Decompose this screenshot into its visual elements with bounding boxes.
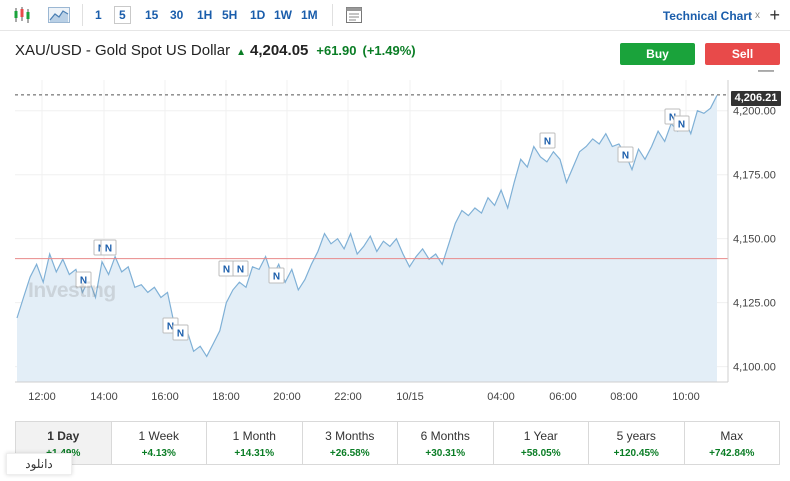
period-change: +30.31% (425, 448, 466, 459)
timeframe-5[interactable]: 5 (114, 6, 131, 24)
candlestick-icon[interactable] (12, 5, 32, 25)
period-tab-max[interactable]: Max +742.84% (684, 422, 779, 464)
period-change: +14.31% (234, 448, 275, 459)
close-icon[interactable]: x (755, 10, 760, 21)
x-tick-label: 04:00 (487, 391, 515, 403)
sell-button[interactable]: Sell (705, 43, 780, 65)
period-label: 1 Week (138, 429, 179, 443)
price-change: +61.90 (316, 43, 357, 58)
period-change: +742.84% (709, 448, 755, 459)
period-label: 1 Day (47, 429, 80, 443)
timeframe-1h[interactable]: 1H (197, 8, 213, 22)
news-marker[interactable]: N (218, 260, 235, 277)
news-marker[interactable]: N (673, 115, 690, 132)
download-button[interactable]: دانلود (6, 453, 72, 475)
minimize-icon[interactable]: — (758, 62, 774, 79)
svg-text:N: N (273, 272, 280, 283)
price-area-fill (17, 95, 717, 383)
news-marker[interactable]: N (539, 132, 556, 149)
calendar-icon[interactable] (344, 5, 364, 25)
plus-icon[interactable]: + (769, 5, 780, 25)
x-tick-label: 10/15 (396, 391, 424, 403)
price-line (16, 95, 718, 358)
timeframe-1d[interactable]: 1D (250, 8, 266, 22)
svg-text:N: N (622, 151, 629, 162)
toolbar-separator (82, 4, 83, 26)
news-marker[interactable]: N (268, 267, 285, 284)
last-price-tag: 4,206.21 (731, 91, 781, 106)
svg-text:N: N (544, 137, 551, 148)
x-tick-label: 18:00 (212, 391, 240, 403)
x-tick-label: 12:00 (28, 391, 56, 403)
x-tick-label: 20:00 (273, 391, 301, 403)
timeframe-1[interactable]: 1 (95, 8, 102, 22)
timeframe-1w[interactable]: 1W (274, 8, 292, 22)
x-tick-label: 06:00 (549, 391, 577, 403)
period-label: Max (720, 429, 744, 443)
svg-text:N: N (167, 322, 174, 333)
x-tick-label: 08:00 (610, 391, 638, 403)
buy-button[interactable]: Buy (620, 43, 695, 65)
technical-chart-link[interactable]: Technical Chart (662, 9, 752, 23)
timeframe-15[interactable]: 15 (145, 8, 159, 22)
y-tick-label: 4,175.00 (733, 170, 776, 182)
y-tick-label: 4,125.00 (733, 298, 776, 310)
svg-text:N: N (80, 276, 87, 287)
period-label: 5 years (616, 429, 656, 443)
svg-text:N: N (177, 329, 184, 340)
chart-toolbar: 1 5 15 30 1H 5H 1D 1W 1M Technical Chart… (0, 0, 790, 31)
price-chart[interactable]: NNNNNNNNNNNN 4,200.004,175.004,150.004,1… (0, 80, 790, 415)
y-tick-label: 4,100.00 (733, 362, 776, 374)
period-label: 1 Year (523, 429, 558, 443)
period-label: 1 Month (232, 429, 276, 443)
svg-text:N: N (237, 265, 244, 276)
y-tick-label: 4,150.00 (733, 234, 776, 246)
instrument-header: XAU/USD - Gold Spot US Dollar ▲ 4,204.05… (15, 42, 416, 60)
x-tick-label: 14:00 (90, 391, 118, 403)
period-change: +26.58% (329, 448, 370, 459)
toolbar-separator (332, 4, 333, 26)
timeframe-30[interactable]: 30 (170, 8, 184, 22)
instrument-name: XAU/USD - Gold Spot US Dollar (15, 42, 231, 59)
period-label: 3 Months (325, 429, 375, 443)
period-tab-5-years[interactable]: 5 years +120.45% (589, 422, 685, 464)
x-tick-label: 22:00 (334, 391, 362, 403)
last-price: 4,204.05 (249, 42, 309, 59)
period-performance-tabs: 1 Day +1.49% 1 Week +4.13% 1 Month +14.3… (15, 421, 780, 465)
period-change: +58.05% (520, 448, 561, 459)
period-change: +120.45% (613, 448, 659, 459)
period-tab-1-week[interactable]: 1 Week +4.13% (111, 422, 207, 464)
news-marker[interactable]: N (172, 324, 189, 341)
svg-text:N: N (669, 113, 676, 124)
period-tab-3-months[interactable]: 3 Months +26.58% (302, 422, 398, 464)
up-arrow-icon: ▲ (236, 47, 246, 58)
period-tab-1-month[interactable]: 1 Month +14.31% (207, 422, 303, 464)
news-marker[interactable]: N (232, 260, 249, 277)
y-tick-label: 4,200.00 (733, 106, 776, 118)
period-tab-1-year[interactable]: 1 Year +58.05% (493, 422, 589, 464)
period-tab-6-months[interactable]: 6 Months +30.31% (398, 422, 494, 464)
news-marker[interactable]: N (100, 239, 117, 256)
period-label: 6 Months (420, 429, 470, 443)
investing-watermark: Investing (28, 279, 116, 302)
svg-text:N: N (105, 244, 112, 255)
timeframe-1m[interactable]: 1M (301, 8, 318, 22)
price-change-percent: (+1.49%) (362, 43, 416, 58)
svg-text:N: N (223, 265, 230, 276)
svg-text:N: N (678, 120, 685, 131)
period-change: +4.13% (141, 448, 176, 459)
news-marker[interactable]: N (617, 146, 634, 163)
news-marker[interactable]: N (75, 271, 92, 288)
area-chart-icon[interactable] (48, 5, 70, 25)
timeframe-5h[interactable]: 5H (222, 8, 238, 22)
x-tick-label: 10:00 (672, 391, 700, 403)
x-tick-label: 16:00 (151, 391, 179, 403)
